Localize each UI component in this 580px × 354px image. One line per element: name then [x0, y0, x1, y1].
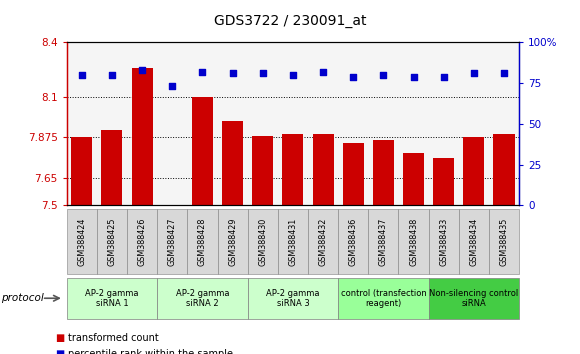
- Point: [409, 74, 418, 80]
- Point: [198, 69, 207, 75]
- Text: ■: ■: [55, 349, 64, 354]
- Bar: [102, 130, 122, 205]
- Bar: [313, 135, 333, 205]
- Bar: [373, 140, 394, 205]
- Text: transformed count: transformed count: [68, 333, 159, 343]
- Text: ■: ■: [55, 333, 64, 343]
- Text: Non-silencing control
siRNA: Non-silencing control siRNA: [429, 289, 519, 308]
- Point: [107, 72, 117, 78]
- Bar: [71, 137, 92, 205]
- Bar: [252, 136, 273, 205]
- Text: GSM388430: GSM388430: [258, 217, 267, 266]
- Point: [439, 74, 448, 80]
- Bar: [132, 68, 153, 205]
- Text: GSM388433: GSM388433: [439, 217, 448, 266]
- Bar: [192, 97, 213, 205]
- Point: [258, 70, 267, 76]
- Bar: [343, 143, 364, 205]
- Point: [469, 70, 478, 76]
- Text: GSM388434: GSM388434: [469, 217, 478, 266]
- Bar: [463, 137, 484, 205]
- Bar: [222, 121, 243, 205]
- Point: [168, 84, 177, 89]
- Bar: [494, 135, 514, 205]
- Text: GSM388424: GSM388424: [77, 217, 86, 266]
- Point: [379, 72, 388, 78]
- Text: protocol: protocol: [1, 293, 44, 303]
- Text: GDS3722 / 230091_at: GDS3722 / 230091_at: [214, 14, 366, 28]
- Point: [77, 72, 86, 78]
- Text: GSM388427: GSM388427: [168, 217, 177, 266]
- Text: GSM388435: GSM388435: [499, 217, 509, 266]
- Point: [318, 69, 328, 75]
- Bar: [403, 153, 424, 205]
- Bar: [282, 135, 303, 205]
- Text: GSM388429: GSM388429: [228, 217, 237, 266]
- Point: [288, 72, 298, 78]
- Point: [137, 67, 147, 73]
- Text: GSM388425: GSM388425: [107, 217, 117, 266]
- Text: AP-2 gamma
siRNA 2: AP-2 gamma siRNA 2: [176, 289, 229, 308]
- Text: AP-2 gamma
siRNA 3: AP-2 gamma siRNA 3: [266, 289, 320, 308]
- Point: [499, 70, 509, 76]
- Text: GSM388438: GSM388438: [409, 217, 418, 266]
- Text: percentile rank within the sample: percentile rank within the sample: [68, 349, 233, 354]
- Text: GSM388437: GSM388437: [379, 217, 388, 266]
- Text: GSM388436: GSM388436: [349, 217, 358, 266]
- Point: [228, 70, 237, 76]
- Text: GSM388426: GSM388426: [137, 217, 147, 266]
- Text: GSM388428: GSM388428: [198, 217, 207, 266]
- Text: AP-2 gamma
siRNA 1: AP-2 gamma siRNA 1: [85, 289, 139, 308]
- Bar: [433, 158, 454, 205]
- Point: [349, 74, 358, 80]
- Text: GSM388432: GSM388432: [318, 217, 328, 266]
- Text: control (transfection
reagent): control (transfection reagent): [340, 289, 426, 308]
- Text: GSM388431: GSM388431: [288, 217, 298, 266]
